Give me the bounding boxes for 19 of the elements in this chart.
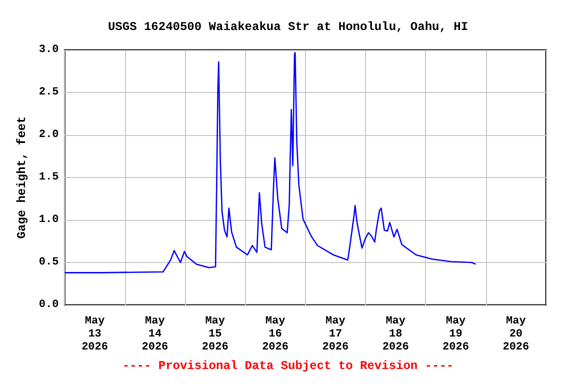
y-tick-label: 0.5 xyxy=(38,256,60,268)
x-tick-label: May 20 2026 xyxy=(502,316,530,354)
y-tick-label: 1.0 xyxy=(38,214,59,226)
x-tick-label: May 18 2026 xyxy=(382,316,409,354)
y-tick-label: 0.0 xyxy=(38,299,59,311)
x-tick-label: May 17 2026 xyxy=(322,316,349,354)
y-tick-label: 2.5 xyxy=(38,86,60,98)
x-tick-label: May 16 2026 xyxy=(262,316,288,354)
y-tick-label: 2.0 xyxy=(38,129,59,141)
y-tick-label: 1.5 xyxy=(38,172,60,184)
x-tick-label: May 14 2026 xyxy=(142,316,168,354)
x-tick-label: May 19 2026 xyxy=(442,316,469,354)
chart-title: USGS 16240500 Waiakeakua Str at Honolulu, Oahu, HI xyxy=(108,20,468,34)
line-series xyxy=(64,52,476,274)
y-axis-title: Gage height, feet xyxy=(15,116,29,239)
x-tick-label: May 15 2026 xyxy=(202,316,228,354)
y-tick-label: 3.0 xyxy=(38,44,59,56)
x-tick-label: May 13 2026 xyxy=(82,316,108,354)
text: ---- Provisional Data Subject to Revision ---- xyxy=(122,359,454,373)
